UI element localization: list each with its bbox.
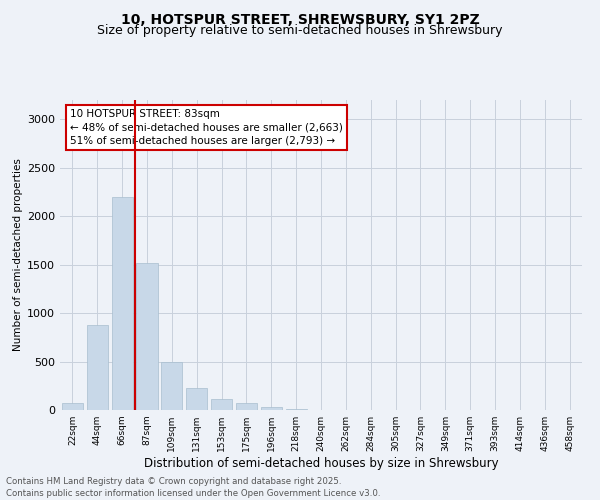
Bar — [136, 263, 158, 410]
Bar — [87, 325, 108, 410]
Bar — [261, 407, 282, 410]
Bar — [236, 403, 257, 410]
Text: Contains HM Land Registry data © Crown copyright and database right 2025.
Contai: Contains HM Land Registry data © Crown c… — [6, 476, 380, 498]
Text: 10 HOTSPUR STREET: 83sqm
← 48% of semi-detached houses are smaller (2,663)
51% o: 10 HOTSPUR STREET: 83sqm ← 48% of semi-d… — [70, 110, 343, 146]
Bar — [286, 408, 307, 410]
Bar — [186, 388, 207, 410]
Bar — [112, 197, 133, 410]
Bar — [211, 400, 232, 410]
Text: Size of property relative to semi-detached houses in Shrewsbury: Size of property relative to semi-detach… — [97, 24, 503, 37]
X-axis label: Distribution of semi-detached houses by size in Shrewsbury: Distribution of semi-detached houses by … — [143, 457, 499, 470]
Y-axis label: Number of semi-detached properties: Number of semi-detached properties — [13, 158, 23, 352]
Text: 10, HOTSPUR STREET, SHREWSBURY, SY1 2PZ: 10, HOTSPUR STREET, SHREWSBURY, SY1 2PZ — [121, 12, 479, 26]
Bar — [161, 362, 182, 410]
Bar — [62, 403, 83, 410]
